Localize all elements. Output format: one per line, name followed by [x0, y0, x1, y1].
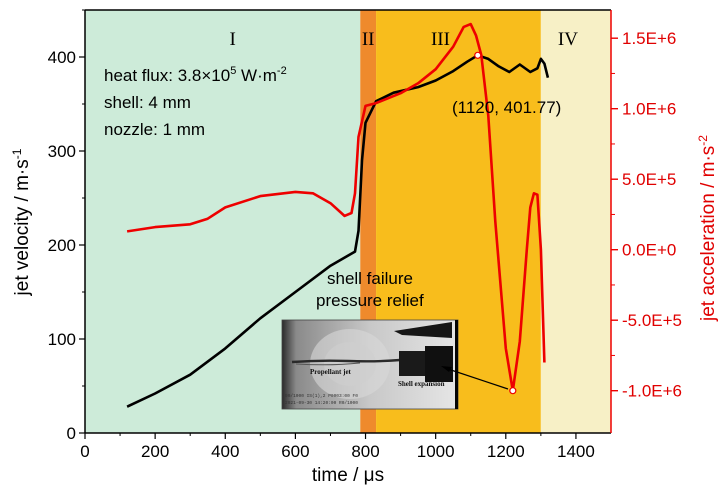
series-jet-acceleration	[126, 22, 546, 392]
y-left-tick-label: 400	[48, 48, 76, 67]
x-tick-label: 1400	[557, 442, 595, 461]
min-pointer-arrow	[441, 366, 509, 390]
y-left-axis-title: jet velocity / m·s-1	[10, 148, 33, 296]
y-left-tick-label: 0	[67, 424, 76, 443]
series-jet-velocity	[126, 54, 550, 408]
peak-annotation: (1120, 401.77)	[452, 98, 561, 117]
x-tick-label: 600	[281, 442, 309, 461]
x-axis-title: time / μs	[312, 465, 384, 486]
inset-stamp-2: 2021-09-30 14:20:00 R0/1000	[285, 400, 358, 406]
y-right-tick-label: -1.0E+6	[622, 382, 682, 401]
x-tick-label: 200	[141, 442, 169, 461]
x-tick-label: 400	[211, 442, 239, 461]
nozzle-label: nozzle: 1 mm	[104, 120, 205, 139]
y-right-tick-label: 5.0E+5	[622, 170, 676, 189]
x-axis-ticks: 0 200 400 600 800 1000 1200 1400	[80, 433, 595, 461]
pressure-relief-label: pressure relief	[316, 291, 424, 310]
min-marker	[509, 387, 517, 395]
y-left-tick-label: 100	[48, 330, 76, 349]
info-block: heat flux: 3.8×105 W·m-2 shell: 4 mm noz…	[104, 65, 287, 139]
y-right-axis-ticks: -1.0E+6 -5.0E+5 0.0E+0 5.0E+5 1.0E+6 1.5E+6	[611, 29, 682, 401]
y-right-tick-label: 1.0E+6	[622, 100, 676, 119]
markers	[474, 51, 517, 395]
region-label-1: I	[229, 29, 235, 50]
region-label-3: III	[431, 29, 450, 50]
region-label-4: IV	[558, 29, 578, 50]
inset-photo: Propellant jet Shell expansion 90/1000 I…	[281, 319, 459, 410]
shell-expansion-label: Shell expansion	[398, 380, 445, 388]
region-band-4	[540, 10, 611, 433]
x-tick-label: 0	[80, 442, 89, 461]
y-right-tick-label: 1.5E+6	[622, 29, 676, 48]
heat-flux-label: heat flux: 3.8×105 W·m-2	[104, 65, 287, 85]
peak-marker	[474, 51, 482, 59]
x-tick-label: 1000	[417, 442, 455, 461]
x-tick-label: 1200	[487, 442, 525, 461]
shell-failure-label: shell failure	[327, 269, 413, 288]
shell-label: shell: 4 mm	[104, 93, 191, 112]
propellant-jet-label: Propellant jet	[310, 368, 352, 376]
series-group	[126, 22, 550, 408]
y-right-axis-title: jet acceleration / m·s-2	[696, 135, 719, 322]
x-tick-label: 800	[351, 442, 379, 461]
y-left-tick-label: 300	[48, 142, 76, 161]
region-labels: I II III IV	[229, 29, 578, 50]
svg-text:jet acceleration / m·s-2: jet acceleration / m·s-2	[696, 135, 719, 322]
y-right-tick-label: -5.0E+5	[622, 311, 682, 330]
svg-text:jet velocity / m·s-1: jet velocity / m·s-1	[10, 148, 33, 296]
y-left-tick-label: 200	[48, 236, 76, 255]
y-left-axis-ticks: 0 100 200 300 400	[48, 9, 85, 443]
y-right-tick-label: 0.0E+0	[622, 241, 676, 260]
region-label-2: II	[362, 29, 375, 50]
inset-stamp-1: 90/1000 IS(1),2 P0003:00 F0	[285, 393, 358, 399]
